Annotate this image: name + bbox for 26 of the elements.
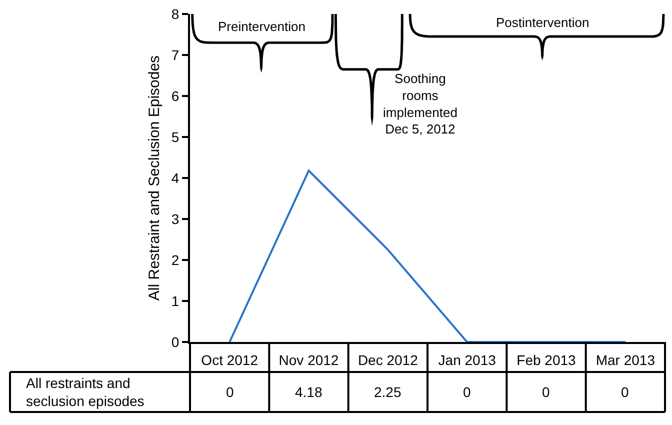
data-label: 4.18 [295, 384, 322, 400]
text: All restraints and seclusion episodes [26, 375, 144, 410]
annotation: Postintervention [496, 15, 590, 30]
data-label: 0 [542, 384, 550, 400]
annotation: Soothing rooms implemented Dec 5, 2012 [383, 71, 458, 137]
data-label: 2.25 [374, 384, 402, 400]
y-tick-label: 8 [171, 6, 180, 22]
y-axis-title: All Restraint and Seclusion Episodes [146, 55, 164, 301]
y-tick-label: 4 [171, 170, 180, 186]
annotation: Preintervention [218, 19, 306, 34]
data-label: 0 [226, 384, 234, 400]
y-tick-label: 6 [171, 88, 180, 104]
y-tick-label: 0 [171, 334, 180, 350]
data-label: 0 [621, 384, 629, 400]
x-tick-label: Dec 2012 [358, 352, 418, 368]
x-tick-label: Feb 2013 [516, 352, 576, 368]
y-tick-label: 2 [171, 252, 180, 268]
y-tick-label: 7 [171, 46, 180, 63]
x-tick-label: Nov 2012 [278, 352, 339, 368]
x-tick-label: Mar 2013 [596, 352, 656, 368]
y-tick-label: 5 [171, 128, 180, 145]
x-tick-label: Oct 2012 [201, 352, 258, 368]
y-tick-label: 1 [171, 292, 180, 309]
data-label: 0 [463, 384, 471, 400]
y-tick-label: 3 [171, 210, 180, 227]
x-tick-label: Jan 2013 [438, 352, 496, 368]
